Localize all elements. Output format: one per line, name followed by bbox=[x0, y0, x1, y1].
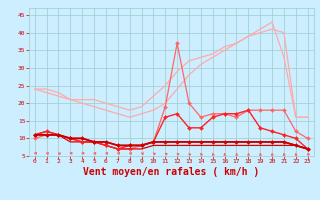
X-axis label: Vent moyen/en rafales ( km/h ): Vent moyen/en rafales ( km/h ) bbox=[83, 167, 259, 177]
